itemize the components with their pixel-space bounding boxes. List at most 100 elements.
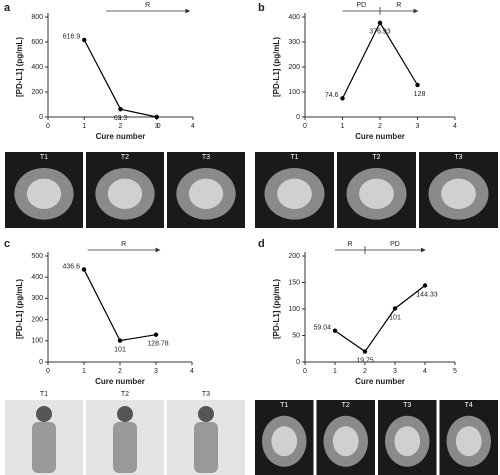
- data-point: [422, 283, 428, 288]
- y-axis-title: [PD-L1] (pg/mL): [15, 279, 24, 339]
- value-label: 616.9: [63, 34, 81, 41]
- x-tick-label: 4: [423, 368, 427, 375]
- data-line: [83, 269, 157, 342]
- y-tick-label: 800: [31, 14, 43, 21]
- image-label: T2: [121, 391, 129, 398]
- y-tick-label: 100: [31, 338, 43, 345]
- value-label: 101: [114, 346, 126, 353]
- scan-detail: [277, 178, 312, 209]
- x-tick-label: 4: [453, 123, 457, 130]
- y-tick-label: 0: [296, 114, 300, 121]
- y-tick-label: 100: [288, 306, 300, 313]
- scan-body: [36, 406, 52, 422]
- y-tick-label: 600: [31, 39, 43, 46]
- data-point: [340, 96, 345, 101]
- y-tick-label: 400: [288, 14, 300, 21]
- image-label: T2: [121, 154, 129, 161]
- scan-detail: [26, 178, 62, 209]
- data-point: [118, 107, 123, 112]
- phase-label: PD: [356, 2, 366, 9]
- image-label: T1: [40, 154, 48, 161]
- x-tick-label: 3: [393, 368, 397, 375]
- y-tick-label: 200: [288, 64, 300, 71]
- image-label: T3: [454, 154, 462, 161]
- y-tick-label: 150: [288, 279, 300, 286]
- panel-letter: c: [4, 238, 10, 250]
- x-tick-label: 2: [118, 368, 122, 375]
- scan-detail: [332, 426, 359, 457]
- x-tick-label: 3: [155, 123, 159, 130]
- phase-label: R: [145, 2, 150, 9]
- image-label: T2: [342, 402, 350, 409]
- y-tick-label: 200: [31, 89, 43, 96]
- scan-detail: [359, 178, 394, 209]
- x-tick-label: 3: [416, 123, 420, 130]
- phase-label: PD: [390, 241, 400, 248]
- data-point: [362, 349, 368, 354]
- y-axis-title: [PD-L1] (pg/mL): [15, 37, 24, 97]
- x-axis-title: Cure number: [355, 377, 405, 386]
- x-tick-label: 4: [191, 123, 195, 130]
- x-axis-title: Cure number: [96, 132, 146, 141]
- y-tick-label: 0: [39, 359, 43, 366]
- x-tick-label: 2: [119, 123, 123, 130]
- value-label: 74.6: [325, 92, 339, 99]
- scan-body: [194, 422, 218, 473]
- y-tick-label: 50: [292, 332, 300, 339]
- image-label: T3: [202, 154, 210, 161]
- image-label: T2: [372, 154, 380, 161]
- data-point: [81, 267, 87, 272]
- value-label: 101: [389, 314, 401, 321]
- y-tick-label: 500: [31, 253, 43, 260]
- scan-detail: [394, 426, 421, 457]
- data-point: [377, 20, 383, 25]
- value-label: 436.6: [62, 263, 80, 270]
- x-tick-label: 2: [363, 368, 367, 375]
- phase-label: R: [396, 2, 401, 9]
- data-point: [154, 114, 159, 120]
- x-tick-label: 4: [190, 368, 194, 375]
- value-label: 59.04: [313, 325, 331, 332]
- value-label: 144.33: [416, 291, 438, 298]
- value-label: 376.93: [369, 29, 391, 36]
- image-label: T3: [202, 391, 210, 398]
- x-axis-title: Cure number: [355, 132, 405, 141]
- x-axis-title: Cure number: [95, 377, 145, 386]
- y-tick-label: 200: [288, 253, 300, 260]
- image-label: T1: [280, 402, 288, 409]
- scan-detail: [271, 426, 298, 457]
- x-tick-label: 0: [303, 368, 307, 375]
- scan-body: [32, 422, 56, 473]
- value-label: 62.3: [114, 115, 128, 122]
- x-tick-label: 1: [82, 368, 86, 375]
- data-point: [332, 328, 338, 333]
- data-point: [153, 332, 159, 337]
- scan-body: [113, 422, 137, 473]
- scan-detail: [107, 178, 143, 209]
- data-line: [83, 39, 157, 118]
- y-tick-label: 300: [288, 39, 300, 46]
- scan-detail: [188, 178, 224, 209]
- x-tick-label: 1: [341, 123, 345, 130]
- scan-detail: [455, 426, 482, 457]
- value-label: 19.75: [356, 357, 374, 364]
- panel-letter: d: [258, 238, 265, 250]
- x-tick-label: 0: [46, 123, 50, 130]
- y-axis-title: [PD-L1] (pg/mL): [272, 279, 281, 339]
- x-tick-label: 1: [333, 368, 337, 375]
- x-tick-label: 0: [303, 123, 307, 130]
- x-tick-label: 3: [154, 368, 158, 375]
- x-tick-label: 2: [378, 123, 382, 130]
- phase-label: R: [347, 241, 352, 248]
- panel-letter: a: [4, 2, 11, 14]
- value-label: 0: [157, 123, 161, 130]
- y-tick-label: 400: [31, 274, 43, 281]
- y-tick-label: 200: [31, 316, 43, 323]
- x-tick-label: 1: [82, 123, 86, 130]
- x-tick-label: 0: [46, 368, 50, 375]
- image-label: T1: [290, 154, 298, 161]
- image-label: T3: [403, 402, 411, 409]
- x-tick-label: 5: [453, 368, 457, 375]
- image-label: T1: [40, 391, 48, 398]
